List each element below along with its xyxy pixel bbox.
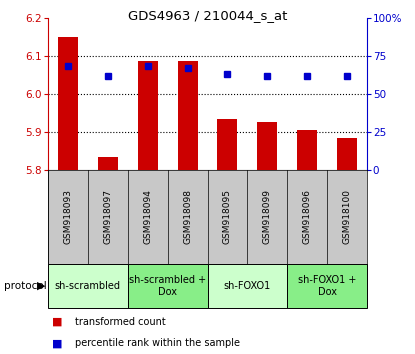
Bar [48, 264, 128, 308]
Text: ▶: ▶ [37, 281, 46, 291]
Bar [98, 156, 117, 170]
Text: GSM918096: GSM918096 [303, 189, 312, 244]
Bar [337, 138, 357, 170]
Text: sh-FOXO1: sh-FOXO1 [224, 281, 271, 291]
Text: percentile rank within the sample: percentile rank within the sample [75, 338, 240, 348]
Text: transformed count: transformed count [75, 317, 166, 327]
Text: GSM918098: GSM918098 [183, 189, 192, 244]
Bar [178, 62, 198, 170]
Bar [298, 130, 317, 170]
Bar [58, 37, 78, 170]
Text: ■: ■ [52, 317, 62, 327]
Bar [217, 119, 237, 170]
Bar [287, 264, 367, 308]
Bar [208, 264, 287, 308]
Text: ■: ■ [52, 338, 62, 348]
Bar [138, 62, 158, 170]
Bar [128, 264, 208, 308]
Text: sh-scrambled: sh-scrambled [55, 281, 121, 291]
Text: GSM918093: GSM918093 [63, 189, 72, 244]
Bar [257, 122, 277, 170]
Text: GDS4963 / 210044_s_at: GDS4963 / 210044_s_at [128, 9, 287, 22]
Text: protocol: protocol [4, 281, 47, 291]
Text: GSM918095: GSM918095 [223, 189, 232, 244]
Text: GSM918094: GSM918094 [143, 189, 152, 244]
Text: sh-scrambled +
Dox: sh-scrambled + Dox [129, 275, 206, 297]
Text: GSM918099: GSM918099 [263, 189, 272, 244]
Text: GSM918097: GSM918097 [103, 189, 112, 244]
Text: GSM918100: GSM918100 [343, 189, 352, 244]
Text: sh-FOXO1 +
Dox: sh-FOXO1 + Dox [298, 275, 356, 297]
